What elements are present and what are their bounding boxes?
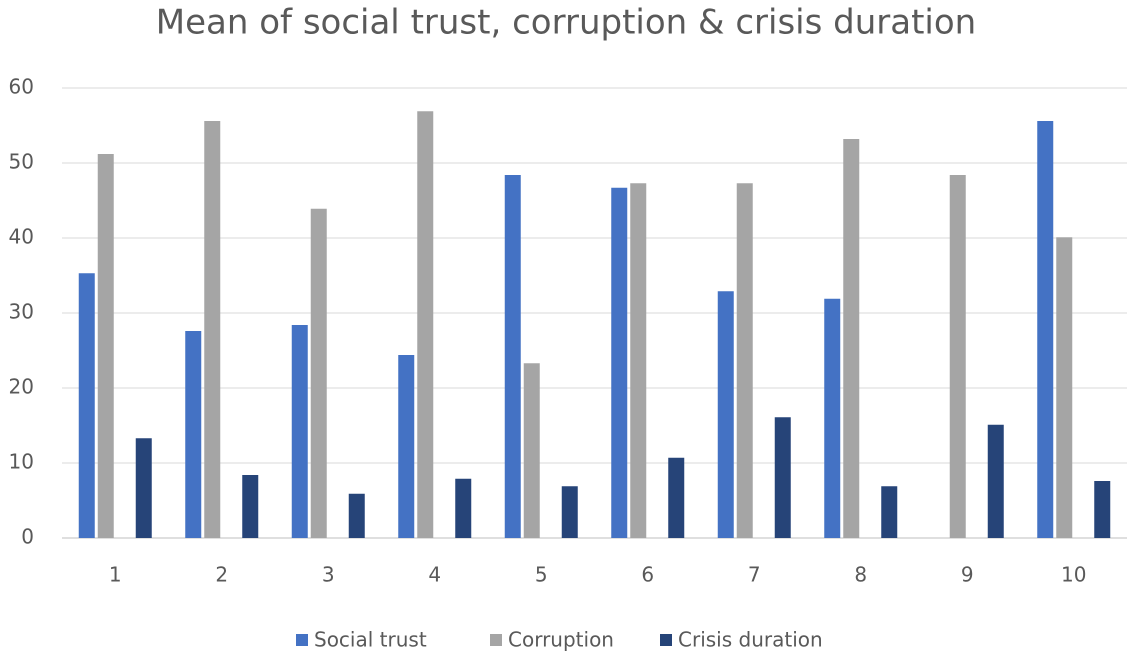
x-tick-label: 9 — [961, 563, 974, 587]
bar — [291, 325, 308, 538]
bar — [97, 154, 114, 538]
legend-swatch — [296, 634, 308, 646]
bar — [881, 486, 898, 538]
bar — [135, 438, 152, 538]
bar — [843, 139, 860, 538]
bar — [987, 424, 1004, 538]
y-tick-label: 60 — [9, 75, 34, 99]
bar — [949, 175, 966, 538]
bar — [1056, 237, 1073, 538]
bar — [504, 175, 521, 538]
x-tick-label: 8 — [854, 563, 867, 587]
bar — [185, 331, 202, 538]
bar — [630, 183, 647, 538]
x-tick-label: 2 — [215, 563, 228, 587]
y-tick-label: 50 — [9, 150, 34, 174]
bar — [611, 187, 628, 538]
bar — [717, 291, 734, 538]
bar — [736, 183, 753, 538]
bar — [242, 475, 259, 538]
x-tick-label: 1 — [109, 563, 122, 587]
bar — [78, 273, 95, 538]
y-tick-label: 20 — [9, 375, 34, 399]
bar — [824, 298, 841, 538]
bar — [1094, 481, 1111, 538]
bar — [455, 478, 472, 538]
bar — [310, 208, 327, 538]
legend-swatch — [660, 634, 672, 646]
legend-label: Crisis duration — [678, 628, 823, 652]
x-tick-label: 4 — [428, 563, 441, 587]
legend-swatch — [490, 634, 502, 646]
legend-label: Social trust — [314, 628, 427, 652]
y-tick-label: 40 — [9, 225, 34, 249]
bar — [668, 457, 685, 538]
bar — [204, 121, 221, 538]
bar — [348, 493, 365, 538]
x-tick-label: 10 — [1061, 563, 1086, 587]
x-tick-label: 3 — [322, 563, 335, 587]
bar — [1037, 121, 1054, 538]
x-tick-label: 5 — [535, 563, 548, 587]
bar — [398, 355, 415, 538]
chart-title: Mean of social trust, corruption & crisi… — [156, 3, 976, 43]
y-tick-label: 30 — [9, 300, 34, 324]
bar — [561, 486, 578, 538]
legend-label: Corruption — [508, 628, 614, 652]
bar — [417, 111, 434, 538]
x-tick-label: 7 — [748, 563, 761, 587]
x-tick-label: 6 — [641, 563, 654, 587]
bar — [523, 363, 540, 538]
bar — [774, 417, 791, 538]
y-tick-label: 0 — [21, 525, 34, 549]
y-tick-label: 10 — [9, 450, 34, 474]
